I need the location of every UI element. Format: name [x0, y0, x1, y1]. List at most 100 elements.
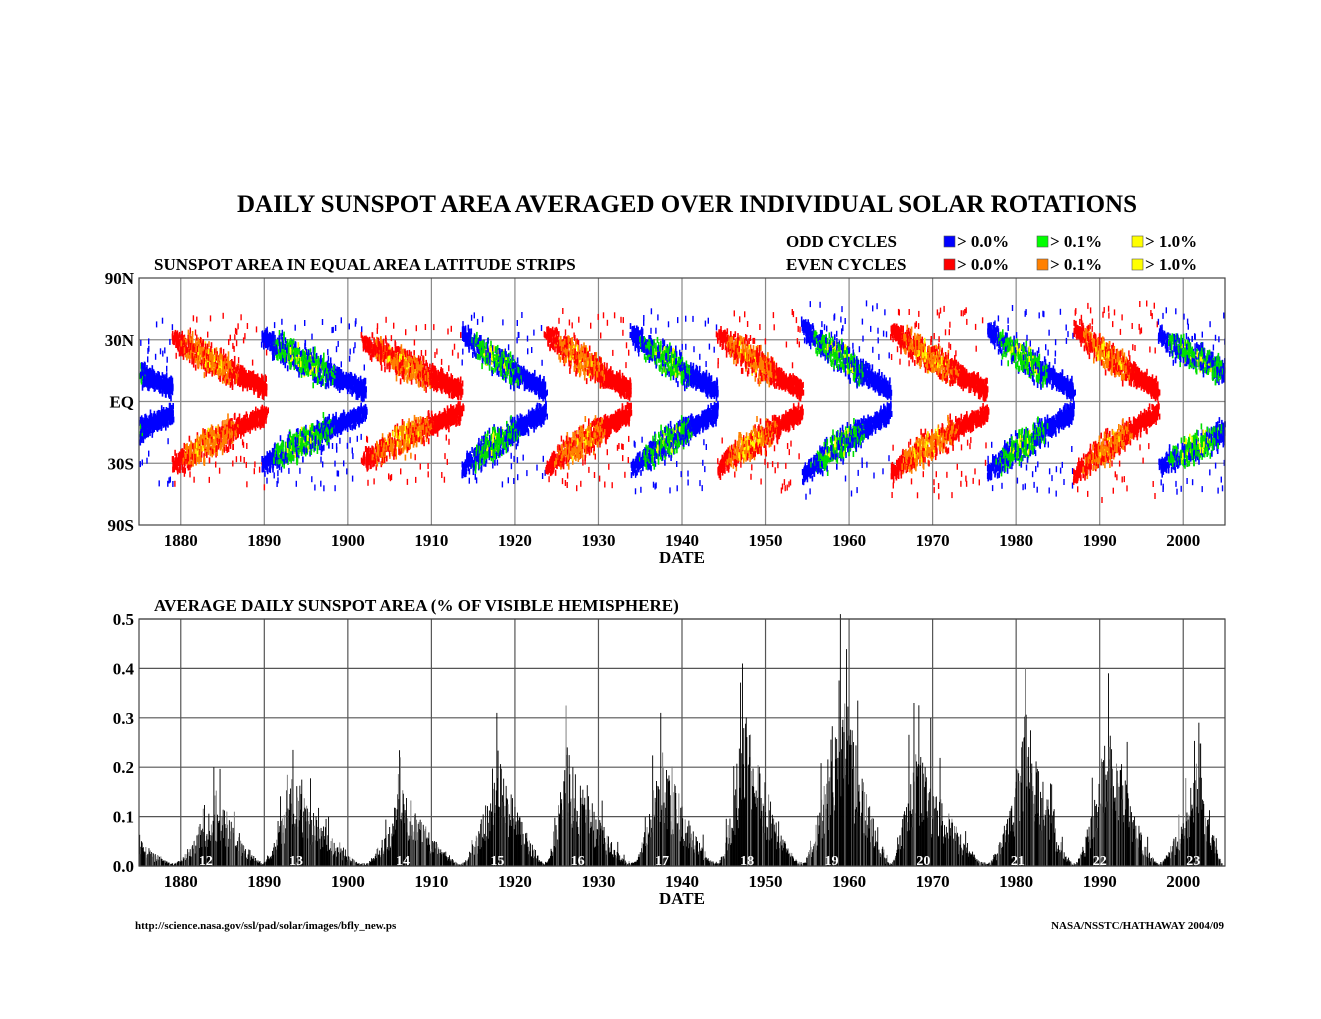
butterfly-mark — [269, 333, 271, 340]
butterfly-mark — [320, 422, 323, 429]
butterfly-mark — [244, 373, 246, 380]
butterfly-mark — [151, 423, 154, 430]
butterfly-mark — [235, 340, 238, 347]
butterfly-mark — [227, 368, 230, 375]
butterfly-mark — [154, 353, 157, 360]
butterfly-mark — [354, 320, 357, 327]
butterfly-mark — [279, 435, 282, 442]
butterfly-mark — [237, 420, 239, 427]
butterfly-mark — [193, 343, 196, 350]
butterfly-mark — [317, 429, 319, 436]
butterfly-mark — [200, 342, 203, 349]
butterfly-mark — [362, 411, 364, 418]
butterfly-mark — [295, 356, 298, 363]
legend-swatch-even-2 — [1131, 258, 1144, 271]
butterfly-mark — [325, 367, 328, 374]
butterfly-mark — [219, 348, 221, 354]
butterfly-mark — [244, 414, 246, 421]
butterfly-mark — [202, 437, 205, 444]
butterfly-mark — [363, 364, 365, 371]
butterfly-mark — [229, 438, 231, 445]
butterfly-mark — [304, 359, 306, 366]
butterfly-mark — [239, 366, 242, 373]
butterfly-mark — [261, 393, 264, 399]
butterfly-mark — [191, 337, 194, 344]
butterfly-mark — [330, 379, 332, 386]
butterfly-mark — [164, 347, 166, 354]
butterfly-mark — [263, 484, 266, 491]
butterfly-mark — [167, 407, 169, 414]
butterfly-mark — [246, 481, 248, 488]
butterfly-mark — [187, 455, 189, 462]
butterfly-mark — [192, 315, 195, 322]
butterfly-mark — [273, 348, 275, 354]
butterfly-mark — [306, 439, 309, 445]
butterfly-mark — [258, 420, 260, 427]
butterfly-mark — [258, 466, 261, 473]
butterfly-mark — [305, 441, 307, 448]
butterfly-mark — [429, 369, 431, 376]
butterfly-mark — [340, 428, 343, 435]
butterfly-mark — [269, 345, 271, 352]
butterfly-mark — [369, 354, 372, 361]
butterfly-mark — [209, 428, 211, 435]
butterfly-mark — [249, 427, 251, 434]
butterfly-mark — [271, 348, 274, 355]
butterfly-mark — [153, 370, 156, 377]
butterfly-mark — [143, 371, 145, 378]
butterfly-mark — [280, 466, 283, 473]
butterfly-mark — [276, 481, 278, 487]
butterfly-mark — [286, 457, 288, 464]
butterfly-mark — [330, 368, 332, 374]
butterfly-mark — [281, 348, 283, 355]
butterfly-mark — [272, 450, 275, 457]
butterfly-mark — [275, 443, 278, 450]
butterfly-mark — [224, 377, 226, 384]
butterfly-mark — [355, 420, 357, 427]
butterfly-mark — [245, 381, 247, 388]
butterfly-mark — [279, 457, 282, 463]
butterfly-mark — [178, 335, 180, 342]
butterfly-mark — [141, 430, 144, 437]
butterfly-mark — [183, 470, 186, 477]
butterfly-mark — [356, 435, 358, 442]
butterfly-mark — [275, 454, 278, 461]
butterfly-mark — [189, 327, 191, 334]
butterfly-mark — [339, 428, 342, 435]
butterfly-mark — [265, 410, 268, 417]
butterfly-mark — [319, 375, 322, 382]
butterfly-mark — [188, 349, 190, 355]
butterfly-mark — [217, 443, 220, 450]
butterfly-mark — [221, 371, 224, 378]
butterfly-mark — [338, 372, 341, 379]
butterfly-mark — [180, 340, 183, 347]
butterfly-mark — [195, 338, 197, 345]
butterfly-mark — [284, 441, 287, 448]
butterfly-mark — [208, 357, 211, 363]
butterfly-mark — [236, 365, 239, 372]
butterfly-mark — [256, 422, 259, 429]
butterfly-mark — [349, 348, 351, 355]
butterfly-mark — [184, 453, 187, 459]
butterfly-mark — [180, 347, 182, 354]
butterfly-mark — [218, 368, 221, 375]
butterfly-mark — [301, 437, 304, 444]
butterfly-mark — [307, 365, 310, 372]
butterfly-mark — [284, 351, 287, 358]
butterfly-mark — [156, 412, 159, 419]
butterfly-mark — [236, 328, 238, 335]
butterfly-mark — [186, 457, 188, 464]
butterfly-mark — [183, 466, 185, 473]
butterfly-mark — [295, 432, 298, 438]
butterfly-mark — [359, 375, 362, 382]
butterfly-mark — [234, 378, 236, 385]
butterfly-mark — [209, 361, 211, 368]
butterfly-mark — [197, 440, 199, 447]
butterfly-mark — [264, 380, 266, 387]
butterfly-mark — [161, 317, 164, 324]
butterfly-mark — [305, 447, 308, 454]
butterfly-mark — [259, 416, 262, 423]
butterfly-mark — [191, 352, 194, 359]
butterfly-mark — [198, 452, 200, 459]
butterfly-mark — [340, 378, 343, 385]
